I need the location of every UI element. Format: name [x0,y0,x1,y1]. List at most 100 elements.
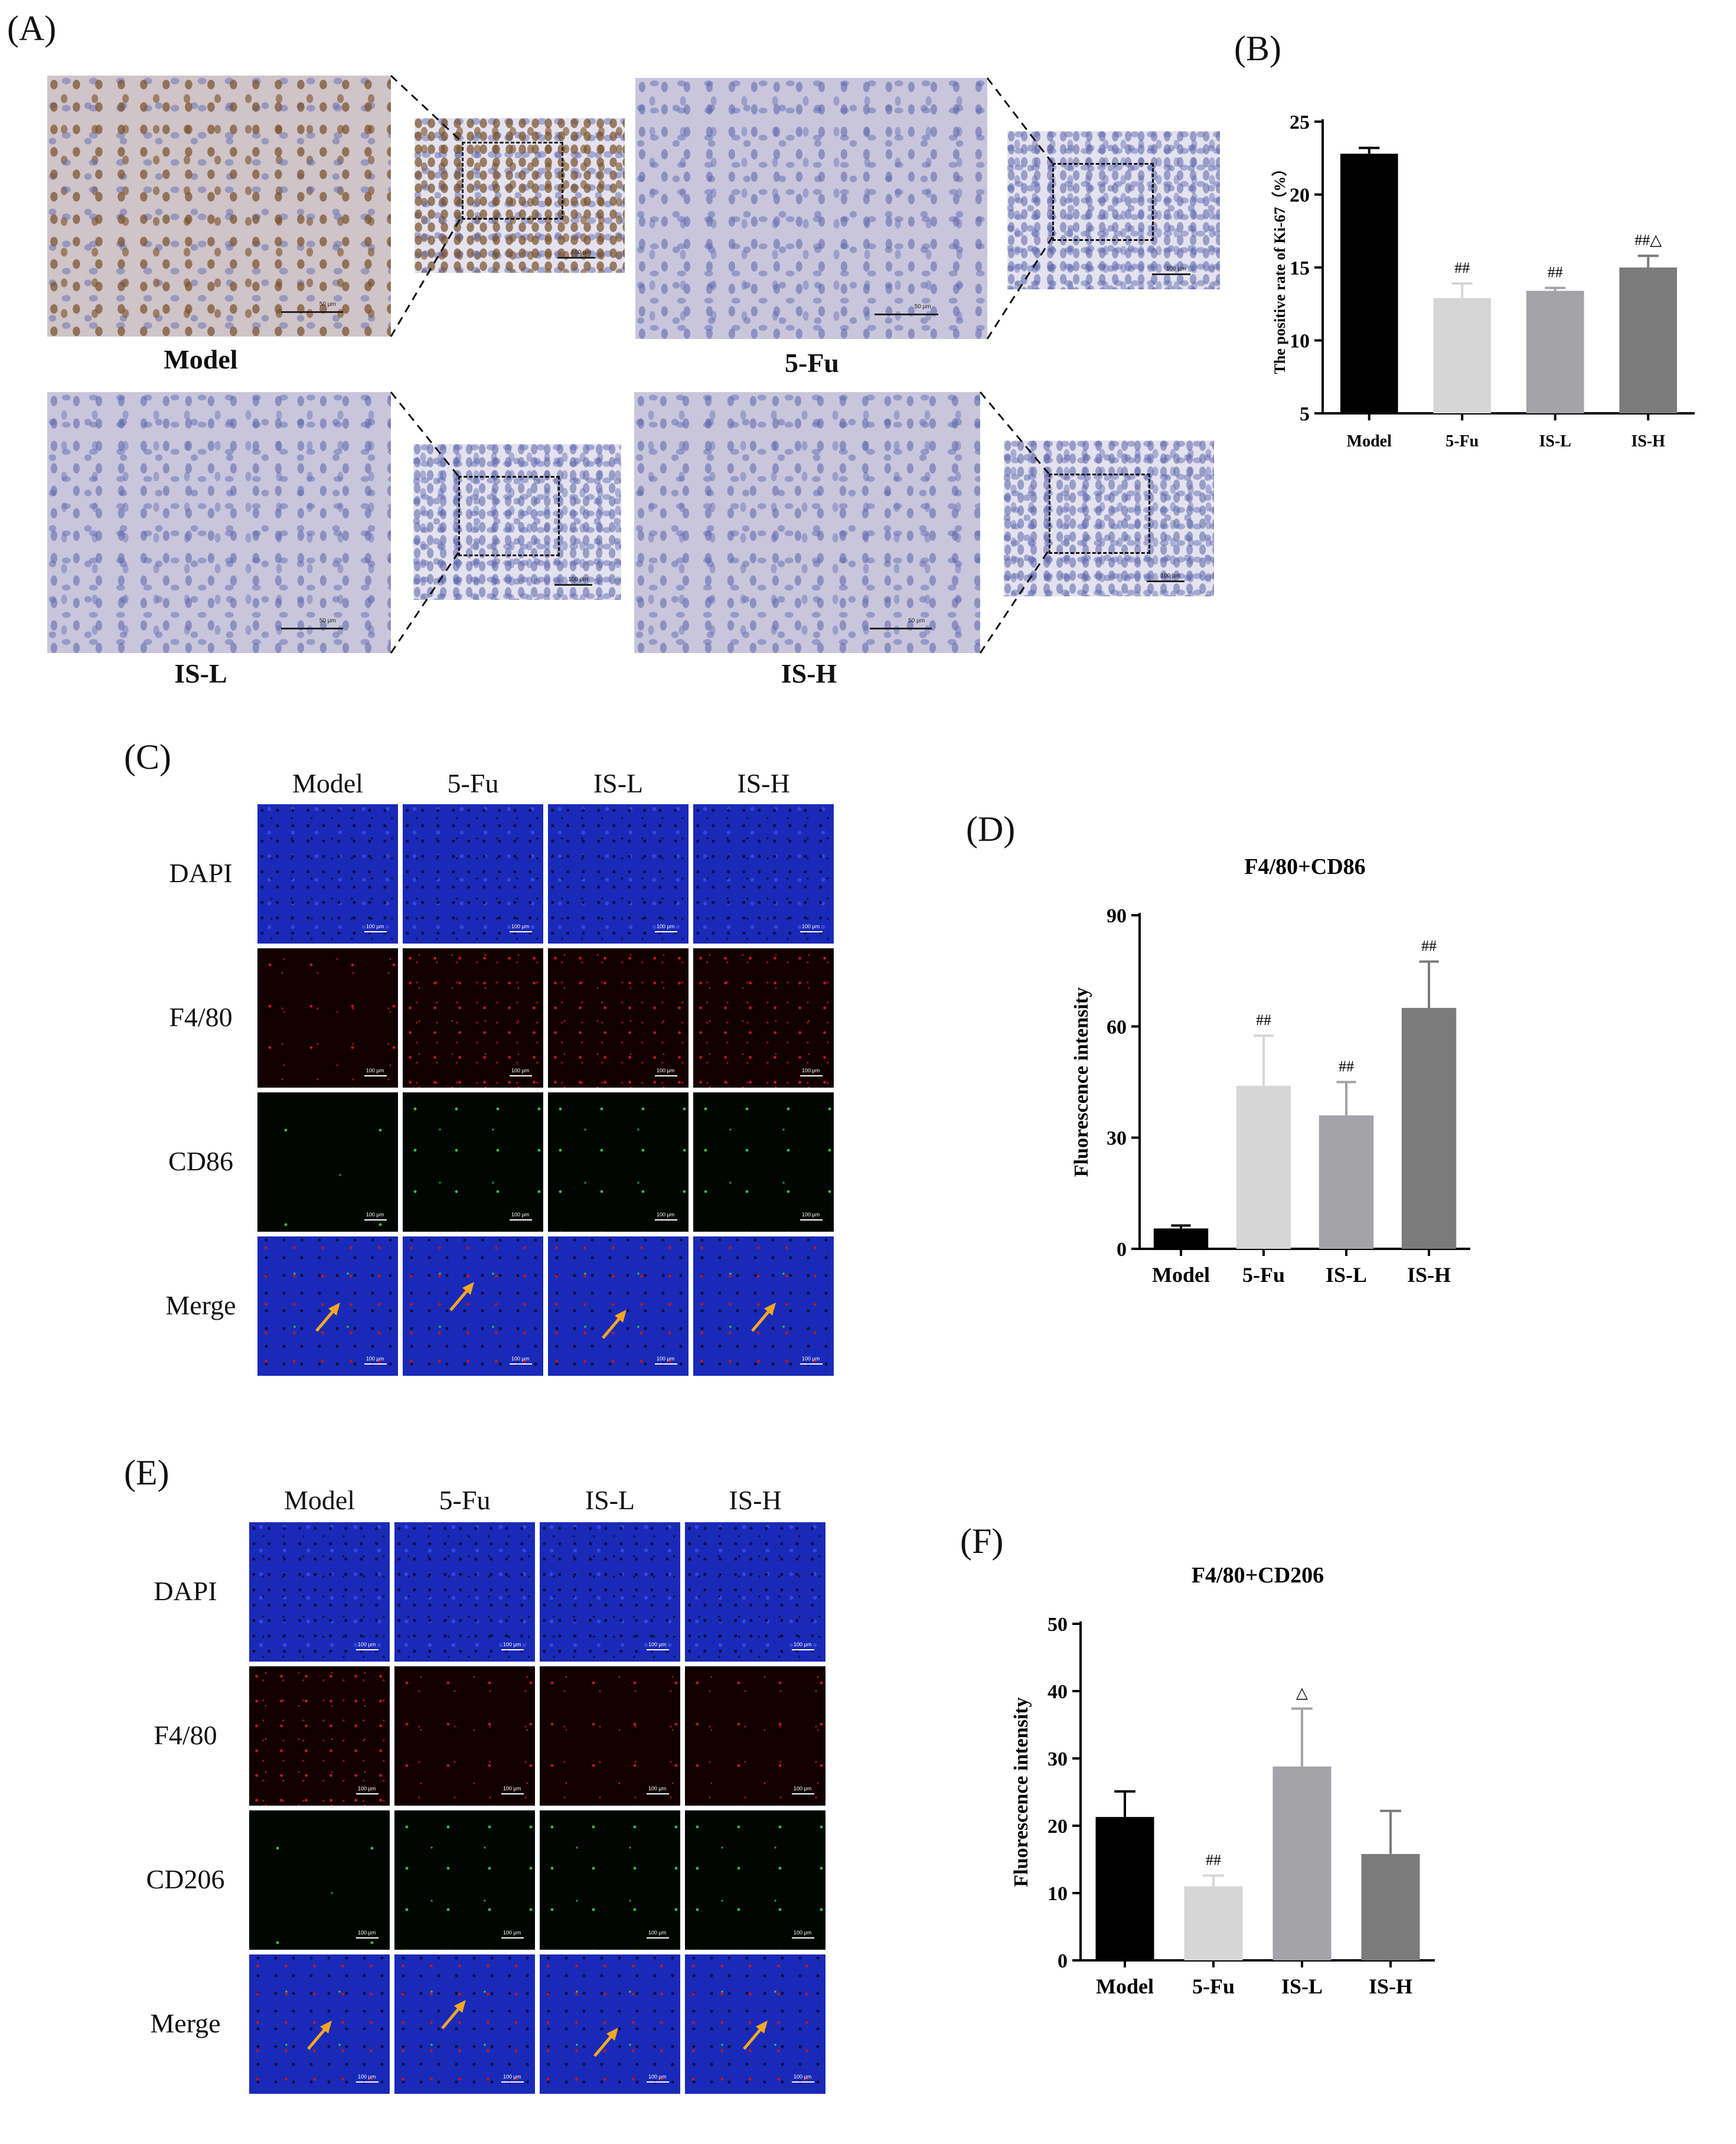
fluor-image-dapi-model: 100 μm [249,1522,390,1662]
scale-bar [509,1363,532,1365]
y-tick-label: 25 [1290,112,1310,133]
scale-label: 100 μm [657,1356,675,1362]
y-tick-label: 0 [1058,1950,1068,1972]
scale-bar [1151,273,1190,275]
fluor-image-cd86-5-fu: 100 μm [403,1092,543,1232]
x-tick-label: IS-H [1407,1263,1451,1287]
scale-bar [509,931,532,933]
scale-label: 100 μm [503,2074,521,2080]
fluor-image-cd86-model: 100 μm [257,1092,398,1232]
scale-label: 100 μm [358,1930,376,1936]
bar-model [1153,1228,1209,1249]
arrow-icon [593,2028,619,2057]
chart-title: F4/80+CD206 [1192,1563,1324,1588]
row-label-merge: Merge [165,1290,236,1320]
x-tick-label: 5-Fu [1192,1975,1235,1998]
scale-label: 100 μm [657,1212,675,1218]
scale-bar [501,1649,524,1651]
chart-f-cd206: F4/80+CD206 Fluorescence intensity 0 10 20 30… [1010,1563,1435,1998]
zoom-region-box [458,476,560,556]
scale-bar [654,1363,677,1365]
scale-label: 100 μm [503,1930,521,1936]
column-label-is-l: IS-L [593,768,644,798]
arrow-icon [315,1303,341,1332]
scale-label: 100 μm [568,576,588,583]
fluor-image-cd86-is-h: 100 μm [693,1092,834,1232]
scale-label: 50 μm [908,618,925,625]
bar-model [1095,1817,1154,1960]
group-label-ish: IS-H [781,658,837,688]
scale-bar [800,1363,823,1365]
scale-label: 100 μm [366,1356,384,1362]
scale-label: 50 μm [914,304,931,311]
y-tick-label: 40 [1048,1681,1068,1703]
y-axis-label: Fluorescence intensity [1071,987,1092,1177]
scale-bar [869,628,932,630]
fluor-image-merge-5-fu: 100 μm [403,1236,543,1376]
row-label-cd86: CD86 [168,1146,233,1176]
panel-letter-f: (F) [960,1522,1004,1561]
scale-label: 100 μm [358,1786,376,1792]
zoom-connector-lines [986,77,1053,340]
scale-bar [800,1075,823,1077]
x-tick-label: IS-L [1326,1263,1367,1287]
scale-label: 100 μm [358,2074,376,2080]
bar-5-fu [1433,298,1492,413]
scale-bar [800,1219,823,1221]
y-tick-label: 60 [1107,1016,1127,1038]
scale-label: 100 μm [511,1212,530,1218]
scale-bar [1147,580,1185,583]
significance-mark: ##△ [1634,231,1662,249]
zoom-region-box [1052,163,1154,241]
bar-5-fu [1236,1085,1291,1249]
fluor-image-merge-is-l: 100 μm [548,1236,688,1376]
scale-bar [355,1793,378,1795]
bar-is-l [1319,1115,1374,1249]
chart-title: F4/80+CD86 [1244,854,1365,879]
arrow-icon [751,1303,776,1332]
significance-mark: ## [1548,264,1563,281]
fluor-image-merge-model: 100 μm [257,1236,398,1376]
row-label-dapi: DAPI [154,1576,217,1606]
scale-label: 100 μm [511,1068,530,1074]
zoom-region-box [1049,474,1150,554]
x-tick-label: IS-H [1631,432,1665,451]
scale-bar [355,1937,378,1939]
scale-bar [646,1793,669,1795]
x-tick-label: IS-H [1369,1975,1412,1998]
y-tick-label: 30 [1048,1748,1068,1770]
scale-bar [355,2081,378,2083]
scale-bar [364,1363,387,1365]
fluor-image-merge-is-l: 100 μm [540,1954,680,2094]
scale-label: 100 μm [1166,265,1186,272]
ihc-model-overview: 100 μm [415,118,625,273]
column-label-is-l: IS-L [585,1485,635,1515]
ihc-ish-zoom: 50 μm [634,392,980,653]
x-tick-label: Model [1347,432,1392,451]
fluor-image-f480-model: 100 μm [257,948,398,1088]
x-tick-label: 5-Fu [1445,432,1479,451]
row-label-f480: F4/80 [154,1720,217,1750]
scale-bar [791,1649,814,1651]
y-tick-label: 20 [1290,185,1310,207]
scale-label: 100 μm [802,1068,820,1074]
ihc-ish-overview: 100 μm [1004,440,1214,596]
scale-bar [654,1219,677,1221]
scale-bar [874,314,938,316]
scale-label: 100 μm [794,1642,812,1648]
chart-b-ki67: The positive rate of Ki-67（%） 5 10 15 20 25 Mo… [1271,112,1695,451]
significance-mark: ## [1206,1851,1221,1868]
bar-is-h [1619,267,1678,413]
scale-label: 100 μm [657,923,675,930]
scale-bar [554,584,592,586]
scale-label: 100 μm [358,1642,376,1648]
scale-bar [791,2081,814,2083]
arrow-icon [602,1310,627,1339]
fluor-image-f480-is-l: 100 μm [548,948,688,1088]
ihc-isl-overview: 100 μm [413,444,621,600]
scale-bar [800,931,823,933]
scale-bar [509,1075,532,1077]
chart-d-cd86: F4/80+CD86 Fluorescence intensity 0 30 60 90 M… [1071,854,1470,1287]
ihc-5fu-overview: 100 μm [1007,131,1220,289]
fluor-image-merge-model: 100 μm [249,1954,390,2094]
